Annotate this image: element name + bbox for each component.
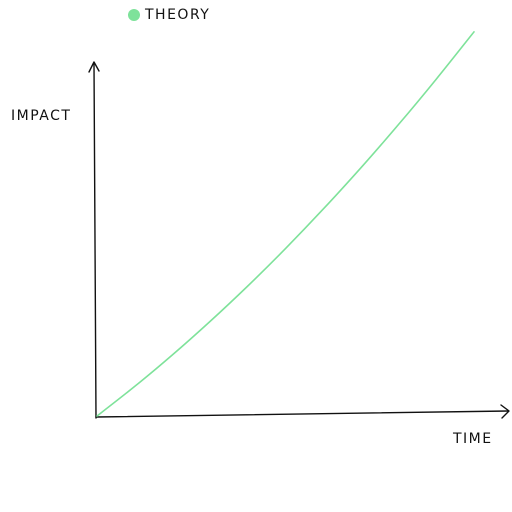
x-axis-arrowhead [500,404,510,419]
legend: THEORY [128,7,210,23]
x-axis-line [95,410,509,418]
y-axis-line [93,63,97,419]
x-axis-label: TIME [452,431,493,447]
legend-label-theory: THEORY [144,7,210,23]
y-axis [88,61,100,419]
series-line-theory [96,31,475,417]
y-axis-arrowhead [88,61,100,73]
legend-swatch-theory [128,9,140,21]
y-axis-label: IMPACT [11,108,71,124]
x-axis [95,404,510,419]
series-layer [96,31,475,417]
